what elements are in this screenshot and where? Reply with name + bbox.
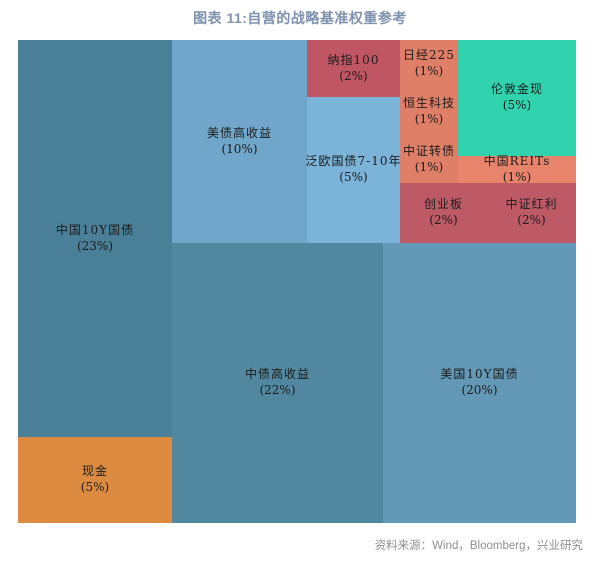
tile-value: (2%)	[517, 213, 546, 227]
treemap-tile: 恒生科技 (1%)	[400, 88, 458, 136]
treemap-tile: 创业板 (2%)	[400, 183, 487, 243]
tile-label: 纳指100	[327, 52, 380, 67]
tile-value: (1%)	[414, 159, 444, 174]
tile-label: 创业板	[423, 197, 463, 212]
treemap-tile: 中国REITs (1%)	[458, 153, 576, 184]
tile-value: (5%)	[339, 170, 368, 184]
chart-title: 图表 11:自营的战略基准权重参考	[193, 10, 407, 26]
treemap-tile: 美国10Y国债 (20%)	[383, 243, 576, 523]
tile-label: 中证红利	[505, 197, 558, 212]
tile-label: 恒生科技	[402, 96, 455, 111]
treemap-tile: 中国10Y国债 (23%)	[18, 40, 172, 437]
tile-value: (10%)	[221, 141, 258, 156]
tile-value: (1%)	[414, 112, 444, 126]
tile-value: (2%)	[339, 68, 368, 83]
tile-label: 日经225	[403, 48, 455, 63]
tile-label: 泛欧国债7-10年	[305, 154, 402, 169]
treemap-tile: 美债高收益 (10%)	[172, 40, 307, 243]
treemap-tile: 纳指100 (2%)	[307, 40, 400, 97]
tile-label: 美国10Y国债	[440, 367, 519, 382]
treemap-tile: 中证红利 (2%)	[487, 183, 576, 243]
tile-value: (23%)	[76, 238, 114, 253]
tile-value: (1%)	[502, 169, 532, 184]
tile-value: (20%)	[461, 383, 498, 397]
tile-label: 伦敦金现	[490, 82, 543, 97]
tile-label: 中国REITs	[483, 153, 551, 168]
treemap-tile: 日经225 (1%)	[400, 40, 458, 88]
tile-label: 中债高收益	[244, 367, 310, 382]
treemap-tile: 中证转债 (1%)	[400, 136, 458, 183]
tile-value: (22%)	[259, 383, 296, 397]
tile-label: 中证转债	[402, 143, 455, 158]
treemap: 中国10Y国债 (23%) 现金 (5%) 美债高收益 (10%) 纳指100 (2%) 泛欧国…	[18, 40, 576, 523]
treemap-tile: 中债高收益 (22%)	[172, 243, 383, 523]
treemap-tile: 泛欧国债7-10年 (5%)	[305, 97, 402, 243]
tile-label: 中国10Y国债	[55, 222, 135, 237]
tile-value: (5%)	[502, 98, 532, 112]
tile-label: 现金	[81, 464, 108, 479]
treemap-tile: 伦敦金现 (5%)	[458, 40, 576, 156]
tile-value: (5%)	[80, 480, 110, 494]
tile-value: (2%)	[429, 213, 458, 227]
tile-value: (1%)	[414, 64, 444, 78]
source-note: 资料来源：Wind，Bloomberg，兴业研究	[374, 540, 583, 552]
treemap-tile: 现金 (5%)	[18, 437, 172, 523]
tile-label: 美债高收益	[206, 125, 272, 140]
